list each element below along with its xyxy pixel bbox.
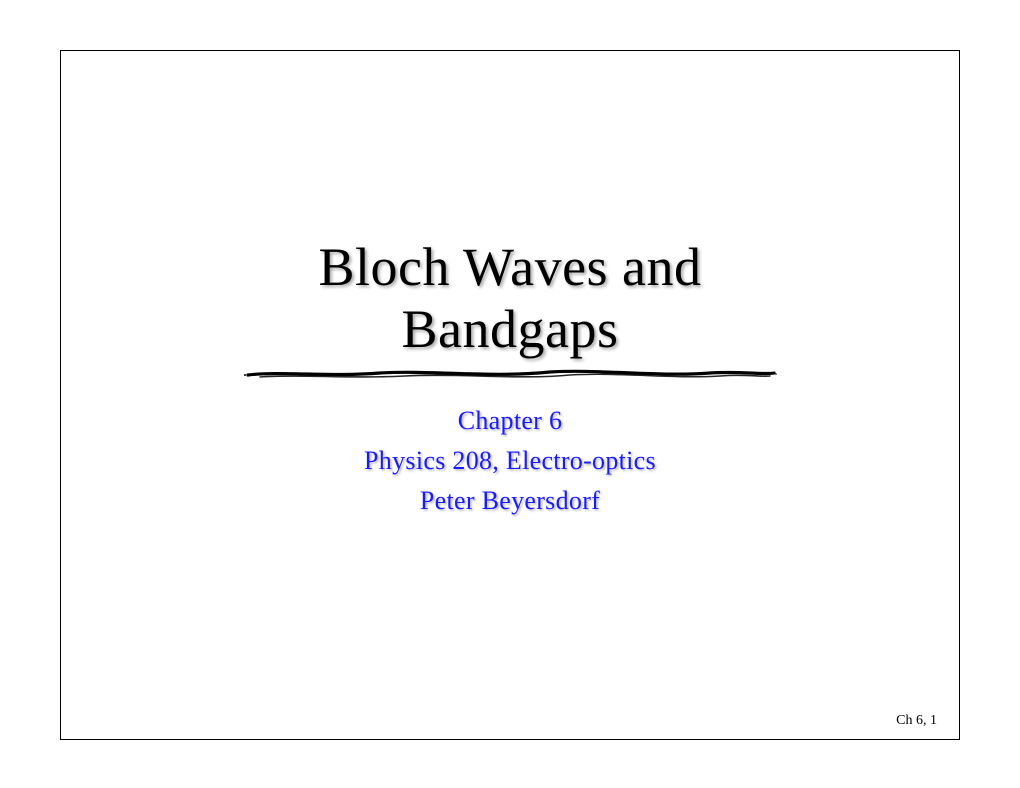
- course-label: Physics 208, Electro-optics: [61, 442, 959, 480]
- title-line-1: Bloch Waves and: [161, 236, 859, 298]
- title-underline: [61, 364, 959, 384]
- slide-subtitle: Chapter 6 Physics 208, Electro-optics Pe…: [61, 402, 959, 519]
- slide-title: Bloch Waves and Bandgaps: [61, 236, 959, 360]
- chapter-label: Chapter 6: [61, 402, 959, 440]
- slide-footer: Ch 6, 1: [896, 713, 937, 729]
- title-line-2: Bandgaps: [161, 298, 859, 360]
- author-label: Peter Beyersdorf: [61, 482, 959, 520]
- underline-stroke-icon: [240, 364, 780, 384]
- content-area: Bloch Waves and Bandgaps Chapter 6 Physi…: [61, 236, 959, 521]
- slide-frame: Bloch Waves and Bandgaps Chapter 6 Physi…: [60, 50, 960, 740]
